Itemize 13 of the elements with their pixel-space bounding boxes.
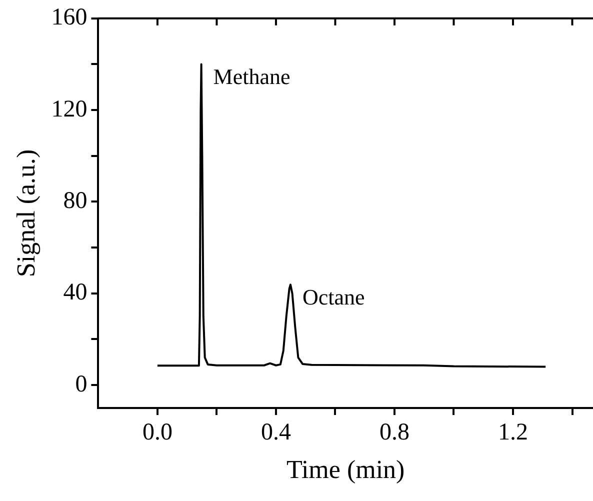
y-tick-label: 40 xyxy=(63,280,88,306)
annotation: Octane xyxy=(302,284,365,310)
y-tick-label: 160 xyxy=(51,4,88,31)
x-tick-label: 0.0 xyxy=(142,420,172,446)
y-tick-label: 0 xyxy=(75,371,88,398)
y-tick-label: 80 xyxy=(63,188,88,214)
x-axis-title: Time (min) xyxy=(286,455,405,484)
y-axis-title: Signal (a.u.) xyxy=(11,149,40,278)
x-tick-label: 0.4 xyxy=(260,420,291,446)
x-tick-label: 0.8 xyxy=(379,420,410,446)
x-tick-label: 1.2 xyxy=(498,420,528,446)
annotation: Methane xyxy=(213,64,290,90)
y-tick-label: 120 xyxy=(51,96,88,122)
